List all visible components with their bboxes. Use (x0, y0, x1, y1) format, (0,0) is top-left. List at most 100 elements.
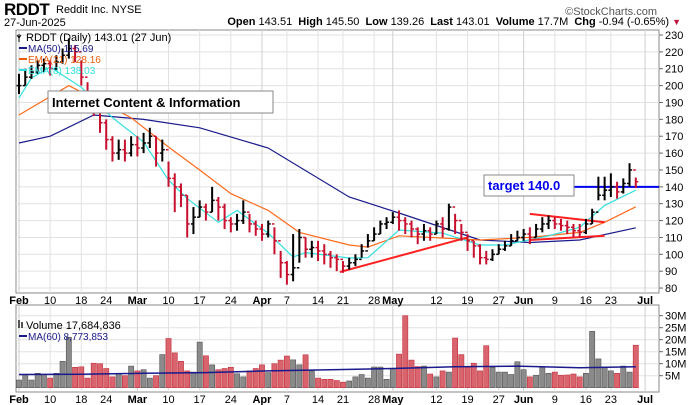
price-bar (471, 240, 477, 258)
price-bar (28, 65, 34, 79)
volume-bars-icon (21, 322, 23, 328)
date-axis-label-top: Mar (128, 295, 148, 307)
volume-bar (308, 370, 315, 388)
price-bar (128, 136, 134, 157)
volume-axis-label: 10M (665, 359, 686, 371)
quote-stats: Open 143.51 High 145.50 Low 139.26 Last … (227, 16, 684, 28)
price-bar (452, 206, 458, 235)
volume-bar (16, 379, 22, 388)
date-axis-label-bottom: 23 (605, 394, 617, 405)
volume-bar (583, 372, 589, 388)
date-axis-label-top: 16 (580, 295, 592, 307)
price-bar (533, 223, 539, 239)
price-bar (514, 230, 520, 242)
date-axis-label-bottom: 17 (194, 394, 206, 405)
price-bar (296, 229, 302, 269)
volume-bar (433, 376, 440, 388)
date-axis-label-bottom: 14 (312, 394, 324, 405)
price-bar (16, 73, 22, 95)
volume-axis-label: 25M (665, 323, 686, 335)
price-bar (153, 135, 159, 167)
price-bar (116, 139, 122, 160)
price-bar (402, 217, 408, 235)
price-bar (627, 163, 633, 187)
date-axis-label-bottom: 24 (100, 394, 112, 405)
date-axis-label-bottom: May (382, 394, 404, 405)
volume-bar (165, 338, 172, 389)
volume-bar (84, 377, 91, 389)
volume-bar (171, 352, 178, 388)
price-bar (166, 148, 172, 187)
date-axis-label-top: Jul (637, 295, 653, 307)
price-axis-label: 90 (665, 266, 677, 278)
volume-bar (41, 374, 47, 388)
price-legend-main: RDDT (Daily) 143.01 (27 Jun) (26, 32, 171, 44)
volume-bar (215, 369, 222, 389)
price-bar (377, 220, 383, 235)
volume-bar (103, 368, 110, 389)
ohlc-icon (16, 34, 22, 42)
volume-bar (22, 374, 29, 388)
price-bar (134, 136, 140, 157)
date-axis-label-bottom: 16 (580, 394, 592, 405)
price-bar (284, 261, 290, 285)
price-bar (477, 244, 483, 265)
volume-bars-icon (18, 320, 20, 328)
ticker-symbol: RDDT (4, 0, 50, 19)
price-bar (109, 136, 115, 162)
volume-bar (576, 376, 583, 388)
date-axis-label-bottom: Mar (128, 394, 148, 405)
price-bar (78, 51, 84, 86)
date-axis-label-bottom: 9 (552, 394, 558, 405)
price-axis-label: 210 (665, 64, 683, 76)
price-bar (483, 250, 489, 265)
date-axis-label-top: Apr (252, 295, 272, 307)
volume-bar (53, 372, 60, 388)
price-bar (35, 60, 41, 74)
target-label-box (483, 174, 575, 197)
date-axis-label-bottom: 28 (368, 394, 380, 405)
price-bar (570, 223, 576, 238)
price-axis-label: 80 (665, 283, 677, 295)
volume-bar (470, 362, 477, 389)
date-axis-label-top: 23 (605, 295, 617, 307)
volume-bar (333, 380, 340, 388)
volume-bar (495, 371, 502, 389)
ma50-line (18, 114, 636, 244)
volume-bar (520, 369, 527, 389)
price-bar (147, 127, 153, 149)
volume-bar (358, 374, 365, 388)
price-bar (359, 244, 365, 261)
price-bar (539, 217, 545, 233)
price-bar (178, 183, 184, 208)
date-axis-label-bottom: 7 (284, 394, 290, 405)
price-bar (222, 203, 228, 230)
price-bar (53, 55, 59, 71)
price-bar (390, 212, 396, 224)
volume-bar (153, 375, 159, 389)
price-bar (521, 229, 527, 241)
volume-bar (421, 365, 427, 389)
date-axis-label-top: 28 (368, 295, 380, 307)
date-axis-label-top: 24 (225, 295, 237, 307)
date-axis-label-top: 12 (430, 295, 442, 307)
volume-bar (246, 370, 253, 388)
price-bar (346, 257, 352, 270)
price-bar (614, 181, 620, 199)
price-axis-label: 140 (665, 182, 683, 194)
price-bar (141, 132, 147, 154)
price-bar (321, 244, 327, 265)
volume-bar (377, 366, 384, 388)
price-axis-label: 190 (665, 97, 683, 109)
price-bar (440, 217, 446, 238)
date-axis-label-top: 21 (337, 295, 349, 307)
price-bar (72, 45, 78, 62)
volume-bar (78, 366, 85, 389)
date-axis-label-top: 27 (493, 295, 505, 307)
price-bar (595, 176, 601, 213)
price-bar (122, 139, 128, 162)
price-bar (240, 200, 246, 224)
copyright-logo[interactable]: ©StockCharts.com (565, 6, 657, 18)
volume-axis-label: 15M (665, 347, 686, 359)
volume-bar (28, 379, 35, 388)
